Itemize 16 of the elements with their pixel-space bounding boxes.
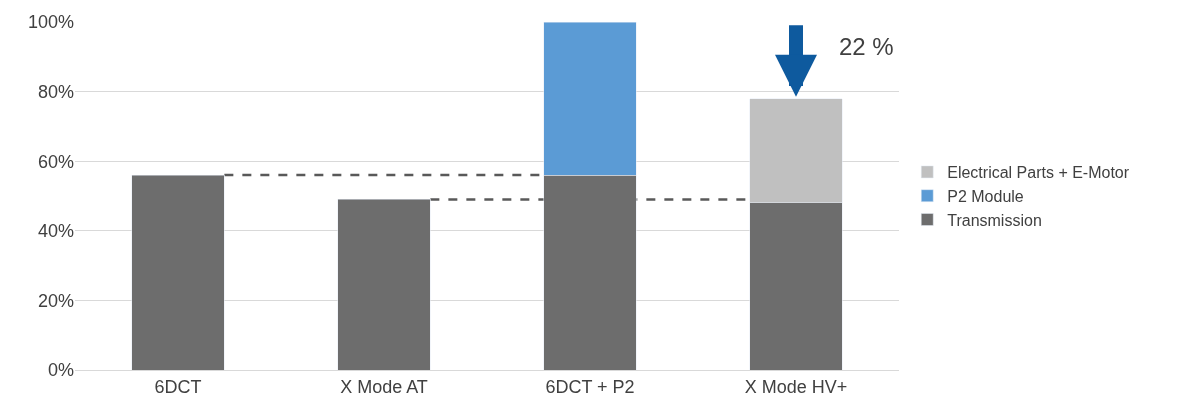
y-tick-label: 60%: [37, 151, 74, 172]
y-tick-label: 100%: [27, 12, 74, 33]
x-tick-label: 6DCT + P2: [545, 376, 635, 397]
annotation: 22 %: [839, 33, 894, 60]
y-tick-label: 80%: [37, 81, 74, 102]
y-tick-label: 0%: [47, 360, 74, 381]
y-tick-label: 40%: [37, 221, 74, 242]
legend-label: Transmission: [947, 211, 1042, 229]
y-tick-label: 20%: [37, 290, 74, 311]
x-tick-label: X Mode AT: [340, 376, 428, 397]
legend-label: Electrical Parts + E-Motor: [947, 164, 1130, 182]
bar: [337, 199, 431, 370]
x-tick-label: X Mode HV+: [744, 376, 848, 397]
bar: [131, 174, 225, 370]
x-tick-label: 6DCT: [154, 376, 202, 397]
legend-label: P2 Module: [947, 187, 1024, 205]
